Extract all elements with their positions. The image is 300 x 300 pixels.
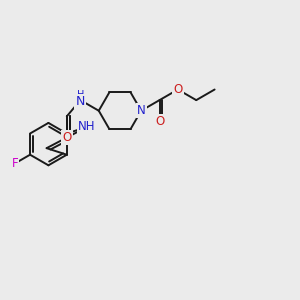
Text: N: N xyxy=(137,104,146,117)
Text: N: N xyxy=(76,95,85,108)
Text: O: O xyxy=(155,115,164,128)
Text: NH: NH xyxy=(78,121,96,134)
Text: O: O xyxy=(62,131,71,144)
Text: F: F xyxy=(11,157,18,170)
Text: O: O xyxy=(173,83,182,96)
Text: H: H xyxy=(77,90,84,100)
